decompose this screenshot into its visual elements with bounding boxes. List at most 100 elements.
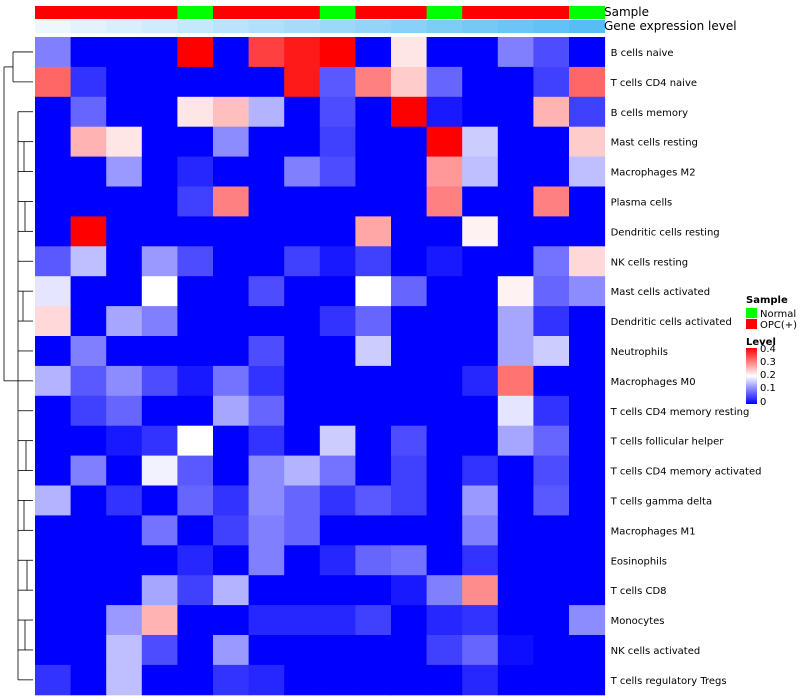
row-label: T cells CD4 naive — [610, 78, 697, 89]
row-label: Dendritic cells resting — [611, 227, 720, 238]
heatmap-cell — [177, 336, 214, 367]
heatmap-cell — [177, 515, 214, 546]
heatmap-cell — [462, 485, 499, 516]
heatmap-cell — [391, 126, 428, 158]
heatmap-cell — [141, 664, 178, 696]
heatmap-cell — [35, 395, 72, 427]
heatmap-cell — [497, 186, 534, 217]
heatmap-cell — [569, 545, 606, 576]
heatmap-cell — [497, 575, 534, 606]
heatmap-cell — [284, 365, 321, 397]
heatmap-cell — [177, 605, 214, 636]
heatmap-cell — [248, 575, 285, 606]
heatmap-cell — [141, 246, 178, 277]
heatmap-cell — [426, 216, 463, 247]
heatmap-cell — [426, 485, 463, 516]
row-label: B cells memory — [611, 108, 688, 119]
heatmap-cell — [177, 425, 214, 457]
heatmap-cell — [569, 306, 606, 337]
heatmap-cell — [569, 126, 606, 158]
heatmap-cell — [497, 156, 534, 187]
heatmap-cell — [462, 664, 499, 696]
heatmap-cell — [35, 485, 72, 516]
heatmap-cell — [426, 425, 463, 457]
heatmap-cell — [70, 664, 107, 696]
heatmap-cell — [426, 276, 463, 307]
heatmap-cell — [426, 395, 463, 427]
sample-annotation-cell — [569, 6, 605, 19]
heatmap-cell — [213, 395, 250, 427]
heatmap-cell — [248, 605, 285, 636]
heatmap-cell — [248, 485, 285, 516]
heatmap-cell — [213, 336, 250, 367]
heatmap-cell — [462, 156, 499, 187]
heatmap-cell — [426, 635, 463, 666]
heatmap-cell — [213, 515, 250, 546]
heatmap-cell — [213, 664, 250, 696]
heatmap-cell — [391, 306, 428, 337]
heatmap-cell — [35, 96, 72, 128]
heatmap-cell — [426, 66, 463, 98]
heatmap-cell — [319, 156, 356, 187]
heatmap-cell — [391, 66, 428, 98]
heatmap-cell — [284, 485, 321, 516]
heatmap-cell — [106, 96, 143, 128]
heatmap-cell — [177, 126, 214, 158]
heatmap-cell — [213, 635, 250, 666]
heatmap-cell — [35, 455, 72, 486]
heatmap-cell — [213, 246, 250, 277]
heatmap-cell — [141, 126, 178, 158]
heatmap-cell — [177, 246, 214, 277]
heatmap-cell — [533, 575, 570, 606]
heatmap-cell — [70, 66, 107, 98]
heatmap-cell — [497, 246, 534, 277]
sample-annotation-cell — [533, 6, 570, 19]
heatmap-cell — [70, 395, 107, 427]
heatmap-cell — [141, 216, 178, 247]
heatmap-cell — [213, 365, 250, 397]
heatmap-cell — [284, 216, 321, 247]
heatmap-cell — [497, 545, 534, 576]
heatmap-cell — [355, 156, 392, 187]
expression-annotation-cell — [569, 20, 605, 33]
heatmap-cell — [284, 664, 321, 696]
sample-annotation-cell — [391, 6, 427, 19]
expression-annotation-cell — [70, 20, 107, 33]
heatmap-cell — [426, 246, 463, 277]
heatmap-cell — [462, 306, 499, 337]
heatmap-cell — [70, 276, 107, 307]
heatmap-cell — [141, 485, 178, 516]
heatmap-cell — [284, 186, 321, 217]
heatmap-cell — [213, 216, 250, 247]
heatmap-cell — [355, 395, 392, 427]
sample-annotation-cell — [462, 6, 499, 19]
sample-annotation-cell — [248, 6, 285, 19]
heatmap-cell — [141, 66, 178, 98]
heatmap-cell — [319, 246, 356, 277]
row-label: T cells regulatory Tregs — [610, 676, 727, 687]
heatmap-cell — [569, 246, 606, 277]
heatmap-cell — [426, 306, 463, 337]
heatmap-cell — [248, 425, 285, 457]
heatmap-cell — [497, 455, 534, 486]
expression-annotation-cell — [426, 20, 463, 33]
heatmap-cell — [141, 365, 178, 397]
level-tick-0.3: 0.3 — [760, 357, 776, 368]
legend-label-opc: OPC(+) — [760, 320, 797, 331]
row-label: T cells gamma delta — [610, 496, 712, 507]
heatmap-cell — [106, 66, 143, 98]
sample-annotation-cell — [35, 6, 71, 19]
heatmap-cell — [569, 455, 606, 486]
expression-annotation-cell — [391, 20, 427, 33]
heatmap-cell — [319, 186, 356, 217]
heatmap-cell — [319, 306, 356, 337]
heatmap-cell — [35, 66, 72, 98]
expression-annotation-cell — [248, 20, 285, 33]
legend-swatch-normal — [746, 308, 757, 318]
heatmap-cell — [248, 635, 285, 666]
sample-annotation-cell — [497, 6, 534, 19]
heatmap-cell — [177, 66, 214, 98]
heatmap-cell — [355, 276, 392, 307]
heatmap-cell — [355, 126, 392, 158]
heatmap-cell — [462, 575, 499, 606]
